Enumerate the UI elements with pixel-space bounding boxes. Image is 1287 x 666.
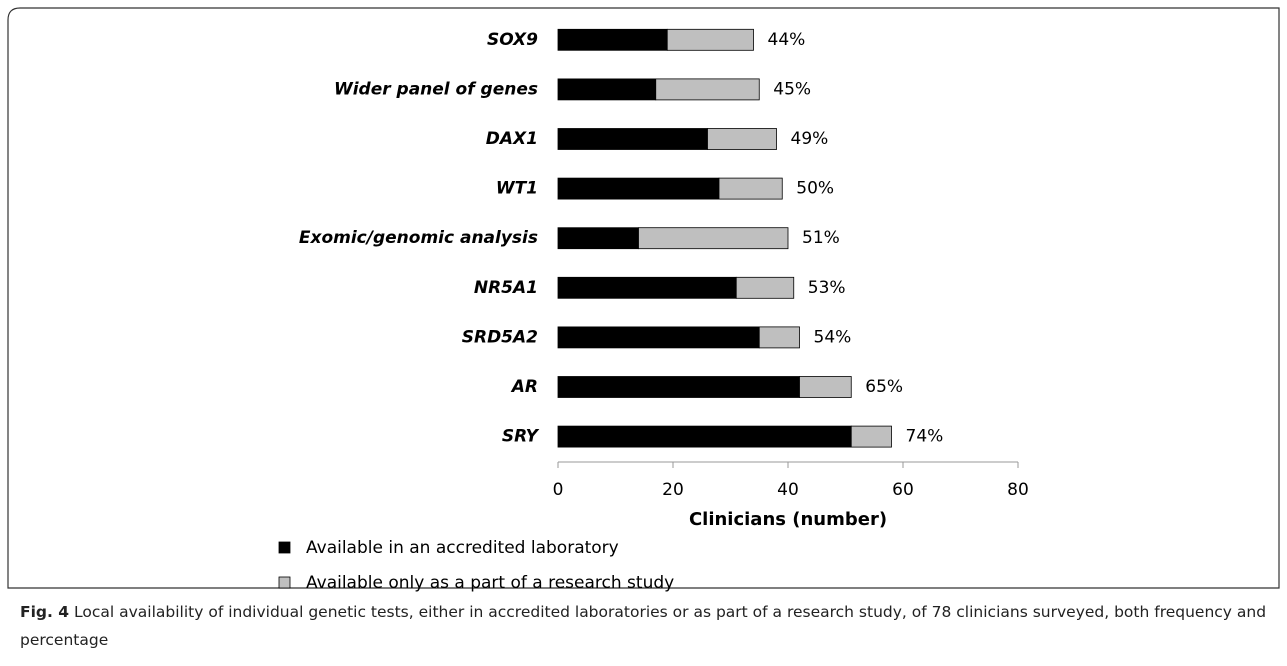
bar-segment	[799, 376, 852, 398]
total-label: 65%	[865, 377, 903, 397]
bar-segment	[557, 326, 760, 349]
caption: Fig. 4 Local availability of individual …	[20, 598, 1270, 654]
bar-segment	[666, 28, 754, 51]
caption-label: Fig. 4	[20, 603, 70, 621]
legend-label: Available only as a part of a research s…	[306, 573, 674, 593]
bar-segment	[707, 128, 777, 150]
total-label: 49%	[791, 129, 829, 149]
total-label: 74%	[906, 427, 944, 447]
category-label: WT1	[496, 179, 538, 199]
bar-segment	[557, 128, 708, 150]
bar-segment	[557, 227, 639, 250]
total-label: 54%	[814, 327, 852, 347]
total-label: 53%	[808, 278, 846, 298]
bar-segment	[557, 28, 668, 51]
legend-swatch	[278, 576, 291, 589]
bar-segment	[557, 177, 720, 200]
category-label: Exomic/genomic analysis	[299, 228, 538, 248]
legend-label: Available in an accredited laboratory	[306, 538, 619, 558]
x-tick-label: 60	[892, 480, 914, 500]
category-label: DAX1	[486, 129, 538, 149]
legend-swatch	[278, 541, 291, 554]
bar-segment	[655, 78, 760, 101]
total-label: 50%	[796, 179, 834, 199]
bar-segment	[557, 376, 800, 398]
category-label: Wider panel of genes	[334, 79, 538, 99]
x-axis-title: Clinicians (number)	[689, 509, 887, 530]
total-label: 44%	[768, 30, 806, 50]
x-tick-label: 40	[777, 480, 799, 500]
category-label: NR5A1	[474, 278, 538, 298]
x-tick-label: 80	[1007, 480, 1029, 500]
x-tick-label: 20	[662, 480, 684, 500]
total-label: 45%	[773, 79, 811, 99]
bar-segment	[557, 425, 852, 448]
frame	[7, 7, 1280, 589]
category-label: AR	[510, 377, 538, 397]
bar-segment	[735, 276, 795, 299]
bar-segment	[718, 177, 783, 200]
total-label: 51%	[802, 228, 840, 248]
bar-segment	[557, 78, 657, 101]
bar-segment	[758, 326, 800, 349]
bar-segment	[638, 227, 789, 250]
x-tick-label: 0	[553, 480, 564, 500]
category-label: SRD5A2	[462, 327, 538, 347]
caption-text: Local availability of individual genetic…	[20, 603, 1267, 649]
bar-segment	[557, 276, 737, 299]
category-label: SRY	[502, 427, 540, 447]
chart: Clinicians (number) 0 20 40 60 80 SOX9 44% Wide…	[7, 7, 1280, 593]
bar-segment	[850, 425, 892, 448]
category-label: SOX9	[487, 30, 538, 50]
